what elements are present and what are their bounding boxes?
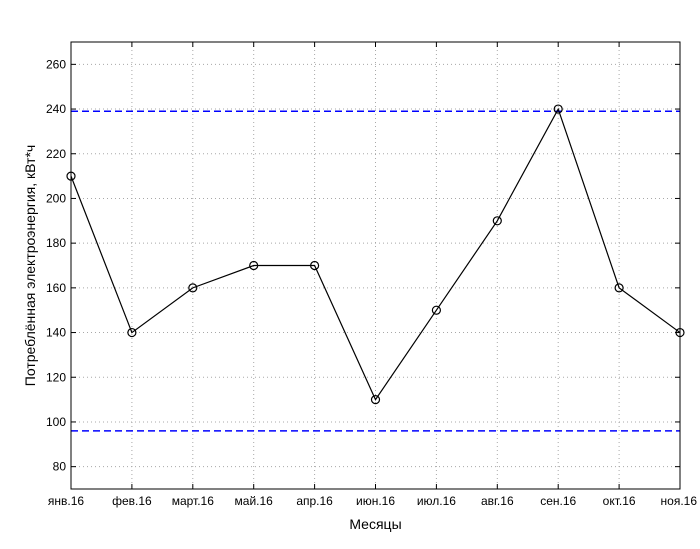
x-tick-label: янв.16 xyxy=(48,494,85,508)
data-point xyxy=(188,283,198,293)
x-tick-label: май.16 xyxy=(235,494,274,508)
y-tick-label: 260 xyxy=(46,57,66,71)
x-tick-label: март.16 xyxy=(172,494,215,508)
data-point xyxy=(370,395,381,405)
y-tick-label: 160 xyxy=(46,281,66,295)
y-tick-label: 100 xyxy=(46,415,66,429)
reference-lines xyxy=(71,110,680,432)
x-tick-label: авг.16 xyxy=(481,494,514,508)
x-tick-label: июн.16 xyxy=(356,494,395,508)
x-tick-label: фев.16 xyxy=(112,494,152,508)
data-point xyxy=(249,260,259,271)
y-tick-label: 200 xyxy=(46,191,66,205)
series-line xyxy=(70,107,681,401)
x-tick-label: июл.16 xyxy=(417,494,456,508)
x-tick-label: ноя.16 xyxy=(661,494,698,508)
data-point xyxy=(492,216,502,226)
y-axis-label: Потреблённая электроэнергия, кВт*ч xyxy=(22,145,38,386)
data-point xyxy=(553,104,563,114)
y-tick-label: 180 xyxy=(46,236,66,250)
x-tick-label: сен.16 xyxy=(540,494,576,508)
ticks: 80 100 120 140 160 180 200 220 240 260 янв.16 фев.1… xyxy=(46,42,697,508)
x-tick-label: апр.16 xyxy=(296,494,333,508)
y-tick-label: 240 xyxy=(46,102,66,116)
y-tick-label: 220 xyxy=(46,147,66,161)
y-tick-label: 140 xyxy=(46,326,66,340)
y-tick-label: 80 xyxy=(53,460,67,474)
data-point xyxy=(614,283,624,293)
x-axis-label: Месяцы xyxy=(349,516,401,532)
grid xyxy=(71,42,680,489)
data-point xyxy=(431,305,441,315)
x-tick-label: окт.16 xyxy=(603,494,636,508)
data-point xyxy=(310,260,320,271)
data-point xyxy=(127,327,137,338)
y-tick-label: 120 xyxy=(46,370,66,384)
